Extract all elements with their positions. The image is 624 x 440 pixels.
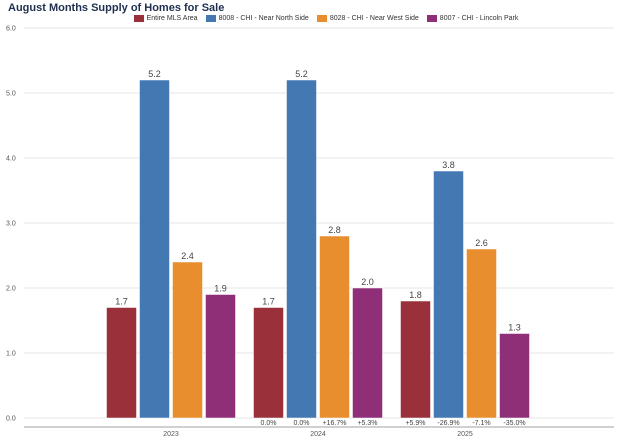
change-label: -7.1% [472,420,490,427]
data-label: 1.7 [115,297,128,307]
bar [433,170,464,419]
change-label: +16.7% [323,420,347,427]
legend-item: Entire MLS Area [133,15,198,22]
legend-swatch [133,15,144,22]
x-tick-label: 2024 [310,431,326,438]
legend-swatch [316,15,327,22]
bar [319,235,350,419]
change-label: 0.0% [294,420,310,427]
legend-item: 8008 - CHI - Near North Side [205,15,309,22]
y-tick-label: 3.0 [6,221,16,228]
change-label: +5.9% [405,420,425,427]
bar [106,307,137,419]
data-label: 1.8 [409,290,422,300]
x-tick-label: 2023 [163,431,179,438]
x-tick-label: 2025 [457,431,473,438]
data-label: 2.6 [475,238,488,248]
legend-item: 8028 - CHI - Near West Side [316,15,419,22]
legend: Entire MLS Area 8008 - CHI - Near North S… [0,15,624,22]
data-label: 1.9 [214,284,227,294]
bar [172,261,203,419]
y-tick-label: 6.0 [6,26,16,33]
y-tick-label: 0.0 [6,416,16,423]
data-label: 3.8 [442,160,455,170]
y-tick-label: 4.0 [6,156,16,163]
data-label: 5.2 [295,69,308,79]
change-label: -26.9% [437,420,459,427]
legend-item: 8007 - CHI - Lincoln Park [426,15,519,22]
legend-swatch [205,15,216,22]
data-label: 2.4 [181,251,194,261]
data-label: 2.8 [328,225,341,235]
bar [400,300,431,419]
bar [352,287,383,419]
bar [499,333,530,419]
y-tick-label: 1.0 [6,351,16,358]
legend-label: 8008 - CHI - Near North Side [218,15,309,22]
y-tick-label: 2.0 [6,286,16,293]
legend-label: Entire MLS Area [146,15,198,22]
data-label: 1.3 [508,323,521,333]
chart-title: August Months Supply of Homes for Sale [8,2,225,14]
data-label: 5.2 [148,69,161,79]
change-label: +5.3% [357,420,377,427]
legend-swatch [426,15,437,22]
bar [286,79,317,419]
bar [466,248,497,419]
legend-label: 8028 - CHI - Near West Side [329,15,419,22]
y-tick-label: 5.0 [6,91,16,98]
bar [253,307,284,419]
bar [139,79,170,419]
change-label: 0.0% [261,420,277,427]
data-label: 1.7 [262,297,275,307]
bar [205,294,236,419]
data-label: 2.0 [361,277,374,287]
change-label: -35.0% [503,420,525,427]
legend-label: 8007 - CHI - Lincoln Park [439,15,519,22]
